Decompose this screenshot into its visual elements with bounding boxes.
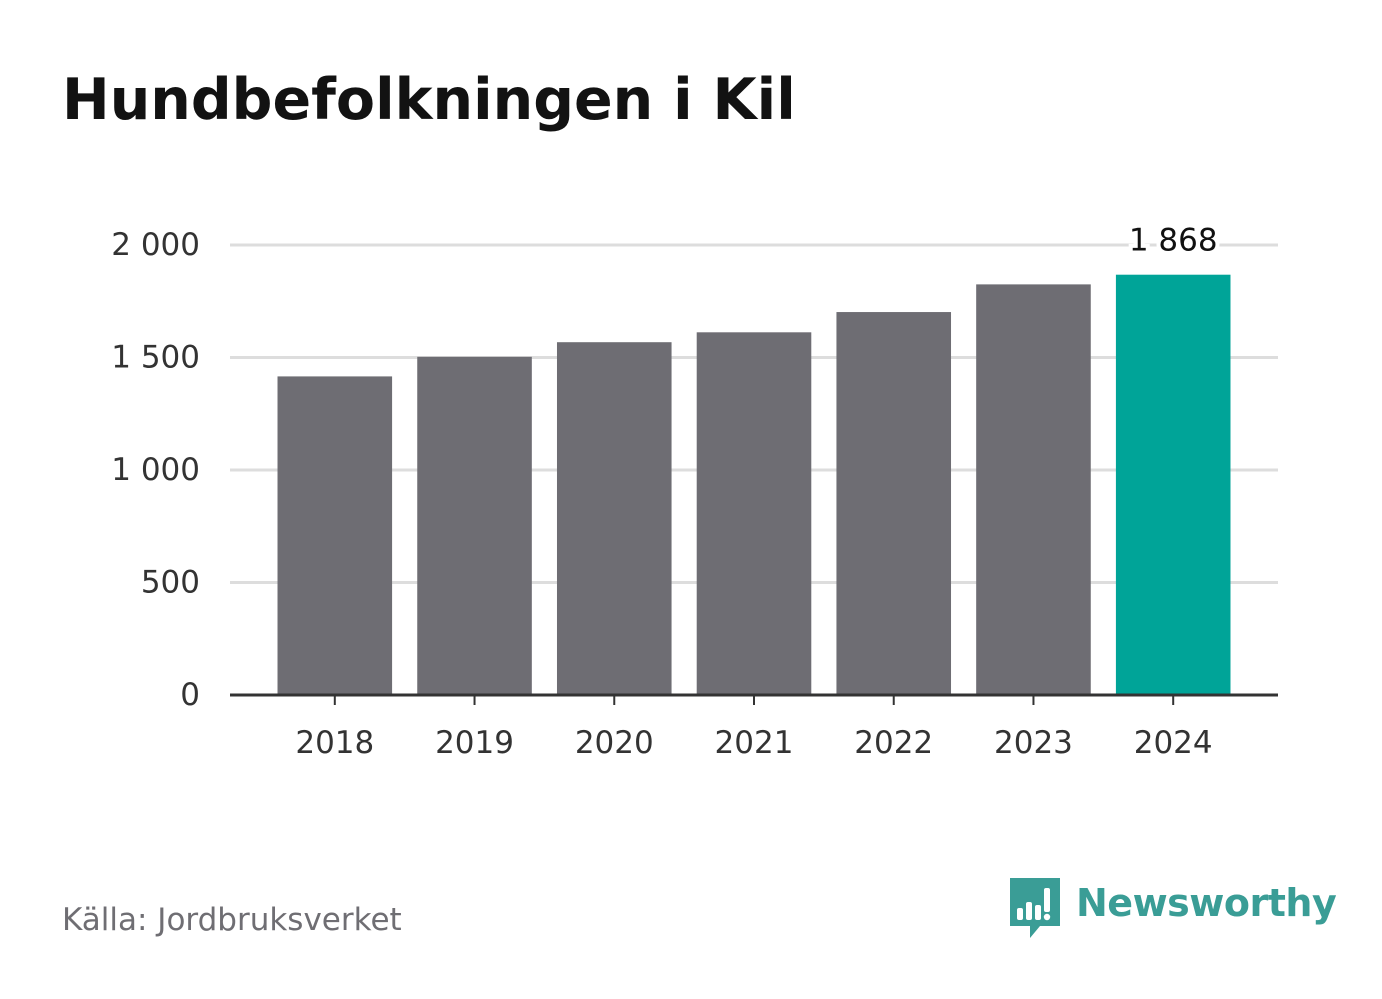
- brand-name: Newsworthy: [1076, 881, 1337, 925]
- bar-2024: [1115, 274, 1231, 695]
- bar-2023: [976, 284, 1091, 695]
- y-tick-label: 1 000: [111, 452, 200, 488]
- bars: [277, 274, 1231, 695]
- x-tick-label: 2024: [1134, 725, 1213, 761]
- newsworthy-logo-icon: [1010, 878, 1060, 938]
- chart-title: Hundbefolkningen i Kil: [62, 67, 796, 133]
- bar-2019: [417, 356, 532, 695]
- data-labels: 1 868: [1125, 219, 1222, 263]
- data-label-2024: 1 868: [1129, 223, 1218, 259]
- y-axis-ticks: 0 500 1 000 1 500 2 000: [111, 227, 200, 713]
- x-axis-ticks: 2018 2019 2020 2021 2022 2023 2024: [295, 695, 1213, 761]
- bar-2020: [556, 342, 672, 695]
- x-tick-label: 2022: [854, 725, 933, 761]
- y-tick-label: 1 500: [111, 340, 200, 376]
- x-tick-label: 2019: [435, 725, 514, 761]
- bar-2018: [277, 376, 393, 695]
- bar-2021: [696, 332, 812, 695]
- x-tick-label: 2020: [575, 725, 654, 761]
- brand: Newsworthy: [1010, 878, 1337, 940]
- y-tick-label: 2 000: [111, 227, 200, 263]
- y-tick-label: 500: [141, 565, 200, 601]
- source-note: Källa: Jordbruksverket: [62, 902, 402, 938]
- y-tick-label: 0: [180, 677, 200, 713]
- x-tick-label: 2018: [295, 725, 374, 761]
- x-tick-label: 2021: [715, 725, 794, 761]
- x-tick-label: 2023: [994, 725, 1073, 761]
- bar-2022: [836, 312, 952, 695]
